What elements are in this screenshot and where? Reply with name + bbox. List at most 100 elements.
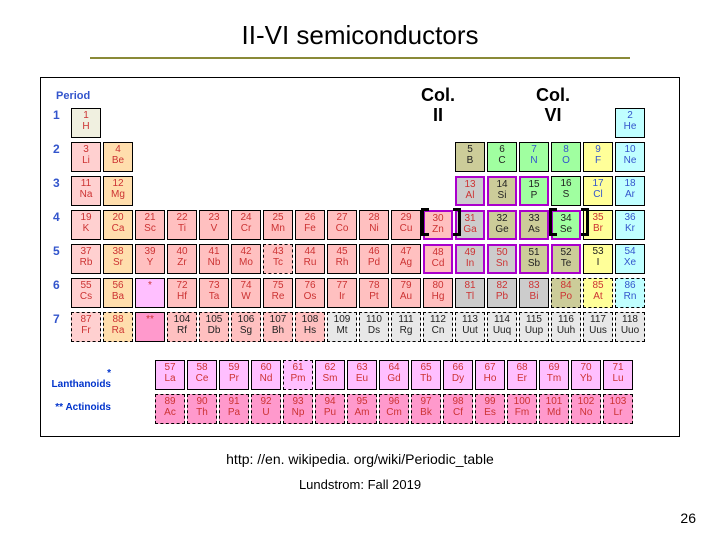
atomic-number: 100 [508, 397, 536, 407]
footer-text: Lundstrom: Fall 2019 [30, 477, 690, 492]
element-**: ** [135, 312, 165, 342]
atomic-number: 48 [425, 248, 451, 258]
element-Uut: 113Uut [455, 312, 485, 342]
element-symbol: Be [104, 156, 132, 166]
element-symbol: As [521, 225, 547, 235]
element-Fe: 26Fe [295, 210, 325, 240]
element-Gd: 64Gd [379, 360, 409, 390]
element-symbol: C [488, 156, 516, 166]
element-symbol: Ne [616, 156, 644, 166]
atomic-number: 73 [200, 281, 228, 291]
element-symbol: O [552, 156, 580, 166]
element-Ac: 89Ac [155, 394, 185, 424]
atomic-number: 3 [72, 145, 100, 155]
element-Es: 99Es [475, 394, 505, 424]
element-Am: 95Am [347, 394, 377, 424]
element-symbol: Uup [520, 326, 548, 336]
element-Cr: 24Cr [231, 210, 261, 240]
atomic-number: 93 [284, 397, 312, 407]
element-symbol: Al [457, 191, 483, 201]
element-symbol: H [72, 122, 100, 132]
atomic-number: * [136, 281, 164, 291]
element-In: 49In [455, 244, 485, 274]
element-symbol: Bh [264, 326, 292, 336]
element-H: 1H [71, 108, 101, 138]
element-symbol: Pa [220, 408, 248, 418]
atomic-number: 6 [488, 145, 516, 155]
element-symbol: Ra [104, 326, 132, 336]
element-Na: 11Na [71, 176, 101, 206]
atomic-number: 9 [584, 145, 612, 155]
element-symbol: No [572, 408, 600, 418]
element-symbol: Zr [168, 258, 196, 268]
atomic-number: 89 [156, 397, 184, 407]
element-symbol: Co [328, 224, 356, 234]
element-symbol: Ti [168, 224, 196, 234]
element-symbol: U [252, 408, 280, 418]
element-Uup: 115Uup [519, 312, 549, 342]
atomic-number: 105 [200, 315, 228, 325]
periodic-table-frame: Period Col.II Col.VI 12345671H2He3Li4Be5… [40, 77, 680, 437]
atomic-number: 88 [104, 315, 132, 325]
atomic-number: 49 [457, 248, 483, 258]
element-symbol: Uut [456, 326, 484, 336]
element-Pu: 94Pu [315, 394, 345, 424]
element-symbol: Uuq [488, 326, 516, 336]
element-Cm: 96Cm [379, 394, 409, 424]
element-Uuh: 116Uuh [551, 312, 581, 342]
period-number-4: 4 [53, 210, 60, 224]
element-symbol: Pd [360, 258, 388, 268]
element-V: 23V [199, 210, 229, 240]
element-symbol: Hs [296, 326, 324, 336]
element-Cn: 112Cn [423, 312, 453, 342]
element-symbol: Y [136, 258, 164, 268]
element-symbol: At [584, 292, 612, 302]
atomic-number: 65 [412, 363, 440, 373]
element-Mo: 42Mo [231, 244, 261, 274]
atomic-number: 63 [348, 363, 376, 373]
element-symbol: Yb [572, 374, 600, 384]
atomic-number: 20 [104, 213, 132, 223]
element-symbol: Fe [296, 224, 324, 234]
element-symbol: Uuo [616, 326, 644, 336]
atomic-number: 17 [584, 179, 612, 189]
element-symbol: N [520, 156, 548, 166]
element-symbol: Mn [264, 224, 292, 234]
atomic-number: 117 [584, 315, 612, 325]
element-symbol: Dy [444, 374, 472, 384]
atomic-number: 28 [360, 213, 388, 223]
atomic-number: 75 [264, 281, 292, 291]
atomic-number: 81 [456, 281, 484, 291]
atomic-number: 107 [264, 315, 292, 325]
element-Po: 84Po [551, 278, 581, 308]
element-symbol: Mt [328, 326, 356, 336]
element-Ne: 10Ne [615, 142, 645, 172]
element-symbol: Sm [316, 374, 344, 384]
atomic-number: 4 [104, 145, 132, 155]
atomic-number: 83 [520, 281, 548, 291]
element-Eu: 63Eu [347, 360, 377, 390]
element-As: 33As [519, 210, 549, 240]
element-symbol: Th [188, 408, 216, 418]
atomic-number: 23 [200, 213, 228, 223]
element-symbol: Db [200, 326, 228, 336]
atomic-number: 60 [252, 363, 280, 373]
atomic-number: 68 [508, 363, 536, 373]
element-Ti: 22Ti [167, 210, 197, 240]
slide: II-VI semiconductors Period Col.II Col.V… [0, 0, 720, 540]
atomic-number: 77 [328, 281, 356, 291]
element-Fr: 87Fr [71, 312, 101, 342]
element-Re: 75Re [263, 278, 293, 308]
atomic-number: 97 [412, 397, 440, 407]
element-Co: 27Co [327, 210, 357, 240]
element-symbol: Sb [521, 259, 547, 269]
atomic-number: 115 [520, 315, 548, 325]
atomic-number: 59 [220, 363, 248, 373]
atomic-number: 95 [348, 397, 376, 407]
element-symbol: V [200, 224, 228, 234]
element-symbol: Lr [604, 408, 632, 418]
element-symbol: Gd [380, 374, 408, 384]
atomic-number: 42 [232, 247, 260, 257]
element-Yb: 70Yb [571, 360, 601, 390]
atomic-number: 80 [424, 281, 452, 291]
